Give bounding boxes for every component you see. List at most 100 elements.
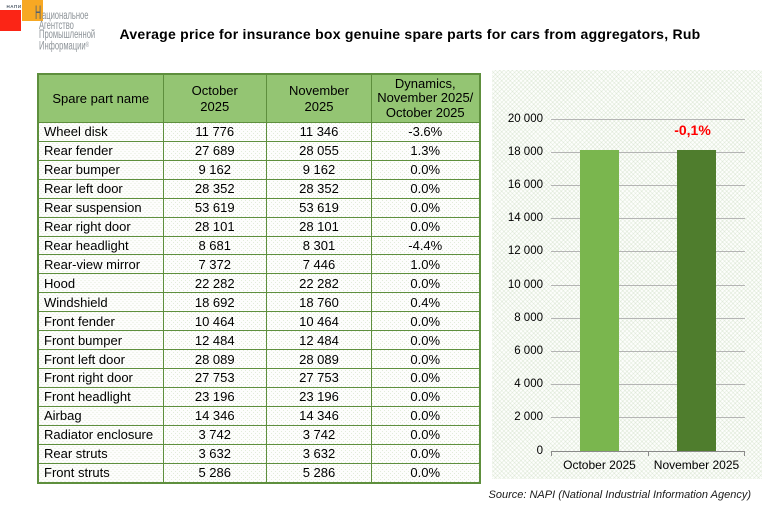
- table-header-row: Spare part name October 2025 November 20…: [37, 73, 480, 123]
- logo-name-line4: Информации®: [38, 40, 89, 53]
- gridline-16000: [551, 184, 745, 186]
- bar-chart: 0 2 000 4 000 6 000 8 000 10 000 12 000 14 000 1…: [492, 70, 762, 479]
- cell-october-price: 5 286: [162, 462, 267, 484]
- table-row: Airbag 14 346 14 346 0.0%: [37, 405, 480, 426]
- cell-part-name: Rear right door: [37, 216, 164, 237]
- cell-part-name: Front bumper: [37, 330, 164, 351]
- gridline-8000: [551, 317, 745, 319]
- cell-part-name: Rear-view mirror: [37, 254, 164, 275]
- cell-november-price: 53 619: [266, 197, 372, 218]
- table-row: Rear suspension 53 619 53 619 0.0%: [37, 197, 480, 218]
- logo-name-line2: Агентство: [38, 19, 74, 32]
- cell-part-name: Rear left door: [37, 178, 164, 199]
- cell-dynamics: -4.4%: [371, 235, 480, 256]
- col-header-spare-part-name: Spare part name: [37, 73, 164, 123]
- cell-november-price: 3 632: [266, 443, 372, 464]
- cell-october-price: 8 681: [162, 235, 267, 256]
- gridline-18000: [551, 151, 745, 153]
- cell-dynamics: 0.4%: [371, 292, 480, 313]
- logo-orange-square: [22, 0, 43, 21]
- cell-part-name: Hood: [37, 273, 164, 294]
- gridline-2000: [551, 417, 745, 419]
- gridline-12000: [551, 251, 745, 253]
- cell-october-price: 7 372: [162, 254, 267, 275]
- gridline-10000: [551, 284, 745, 286]
- logo-napi-wordmark: НАПИ: [6, 3, 22, 9]
- x-axis-tick: [648, 452, 649, 456]
- cell-dynamics: 0.0%: [371, 273, 480, 294]
- cell-dynamics: 0.0%: [371, 178, 480, 199]
- cell-part-name: Rear headlight: [37, 235, 164, 256]
- table-row: Rear headlight 8 681 8 301 -4.4%: [37, 235, 480, 256]
- x-axis-line: [551, 451, 745, 452]
- cell-part-name: Front left door: [37, 349, 164, 369]
- cell-part-name: Front right door: [37, 367, 164, 388]
- gridline-20000: [551, 118, 745, 120]
- cell-part-name: Windshield: [37, 292, 164, 313]
- cell-october-price: 18 692: [162, 292, 267, 313]
- cell-october-price: 3 742: [162, 424, 267, 445]
- table-row: Windshield 18 692 18 760 0.4%: [37, 292, 480, 313]
- cell-november-price: 28 101: [266, 216, 372, 237]
- table-row: Rear fender 27 689 28 055 1.3%: [37, 140, 480, 161]
- cell-part-name: Wheel disk: [37, 122, 164, 142]
- table-row: Rear struts 3 632 3 632 0.0%: [37, 443, 480, 464]
- cell-part-name: Rear struts: [37, 443, 164, 464]
- cell-dynamics: 0.0%: [371, 197, 480, 218]
- cell-october-price: 27 753: [162, 367, 267, 388]
- y-axis-label: 4 000: [514, 378, 543, 391]
- col-header-november-2025: November 2025: [266, 73, 372, 123]
- table-row: Rear right door 28 101 28 101 0.0%: [37, 216, 480, 237]
- cell-dynamics: 0.0%: [371, 330, 480, 351]
- cell-october-price: 12 484: [162, 330, 267, 351]
- logo-red-square: [0, 10, 21, 31]
- cell-part-name: Rear fender: [37, 140, 164, 161]
- cell-october-price: 23 196: [162, 386, 267, 407]
- cell-dynamics: 0.0%: [371, 386, 480, 407]
- table-row: Radiator enclosure 3 742 3 742 0.0%: [37, 424, 480, 445]
- bar-november-2025: [677, 150, 716, 451]
- y-axis-label: 14 000: [507, 212, 543, 225]
- spare-parts-price-table: Spare part name October 2025 November 20…: [37, 73, 481, 484]
- x-axis-category-label: November 2025: [653, 458, 740, 472]
- table-row: Wheel disk 11 776 11 346 -3.6%: [37, 122, 480, 142]
- table-row: Rear left door 28 352 28 352 0.0%: [37, 178, 480, 199]
- cell-november-price: 5 286: [266, 462, 372, 484]
- cell-october-price: 27 689: [162, 140, 267, 161]
- gridline-4000: [551, 384, 745, 386]
- table-row: Rear bumper 9 162 9 162 0.0%: [37, 159, 480, 180]
- cell-dynamics: 0.0%: [371, 216, 480, 237]
- logo-initial-letter: Н: [35, 2, 42, 24]
- gridline-6000: [551, 350, 745, 352]
- y-axis-label: 20 000: [507, 112, 543, 125]
- cell-november-price: 3 742: [266, 424, 372, 445]
- y-axis-label: 10 000: [507, 278, 543, 291]
- cell-november-price: 12 484: [266, 330, 372, 351]
- cell-november-price: 28 089: [266, 349, 372, 369]
- source-note: Source: NAPI (National Industrial Inform…: [488, 489, 752, 501]
- cell-dynamics: 1.0%: [371, 254, 480, 275]
- cell-november-price: 18 760: [266, 292, 372, 313]
- cell-october-price: 22 282: [162, 273, 267, 294]
- cell-dynamics: 0.0%: [371, 424, 480, 445]
- cell-part-name: Front fender: [37, 311, 164, 332]
- cell-dynamics: 0.0%: [371, 367, 480, 388]
- cell-november-price: 23 196: [266, 386, 372, 407]
- y-axis-label: 16 000: [507, 178, 543, 191]
- bar-october-2025: [580, 149, 619, 451]
- x-axis-tick: [744, 452, 745, 456]
- logo-name-line1: ациональное: [42, 10, 89, 23]
- y-axis-label: 12 000: [507, 245, 543, 258]
- cell-october-price: 11 776: [162, 122, 267, 142]
- cell-dynamics: 0.0%: [371, 349, 480, 369]
- cell-part-name: Rear bumper: [37, 159, 164, 180]
- cell-november-price: 28 055: [266, 140, 372, 161]
- cell-november-price: 14 346: [266, 405, 372, 426]
- cell-october-price: 9 162: [162, 159, 267, 180]
- change-annotation: -0,1%: [674, 122, 711, 138]
- y-axis-label: 0: [536, 444, 543, 457]
- cell-october-price: 28 352: [162, 178, 267, 199]
- cell-dynamics: -3.6%: [371, 122, 480, 142]
- table-row: Front bumper 12 484 12 484 0.0%: [37, 330, 480, 351]
- cell-november-price: 10 464: [266, 311, 372, 332]
